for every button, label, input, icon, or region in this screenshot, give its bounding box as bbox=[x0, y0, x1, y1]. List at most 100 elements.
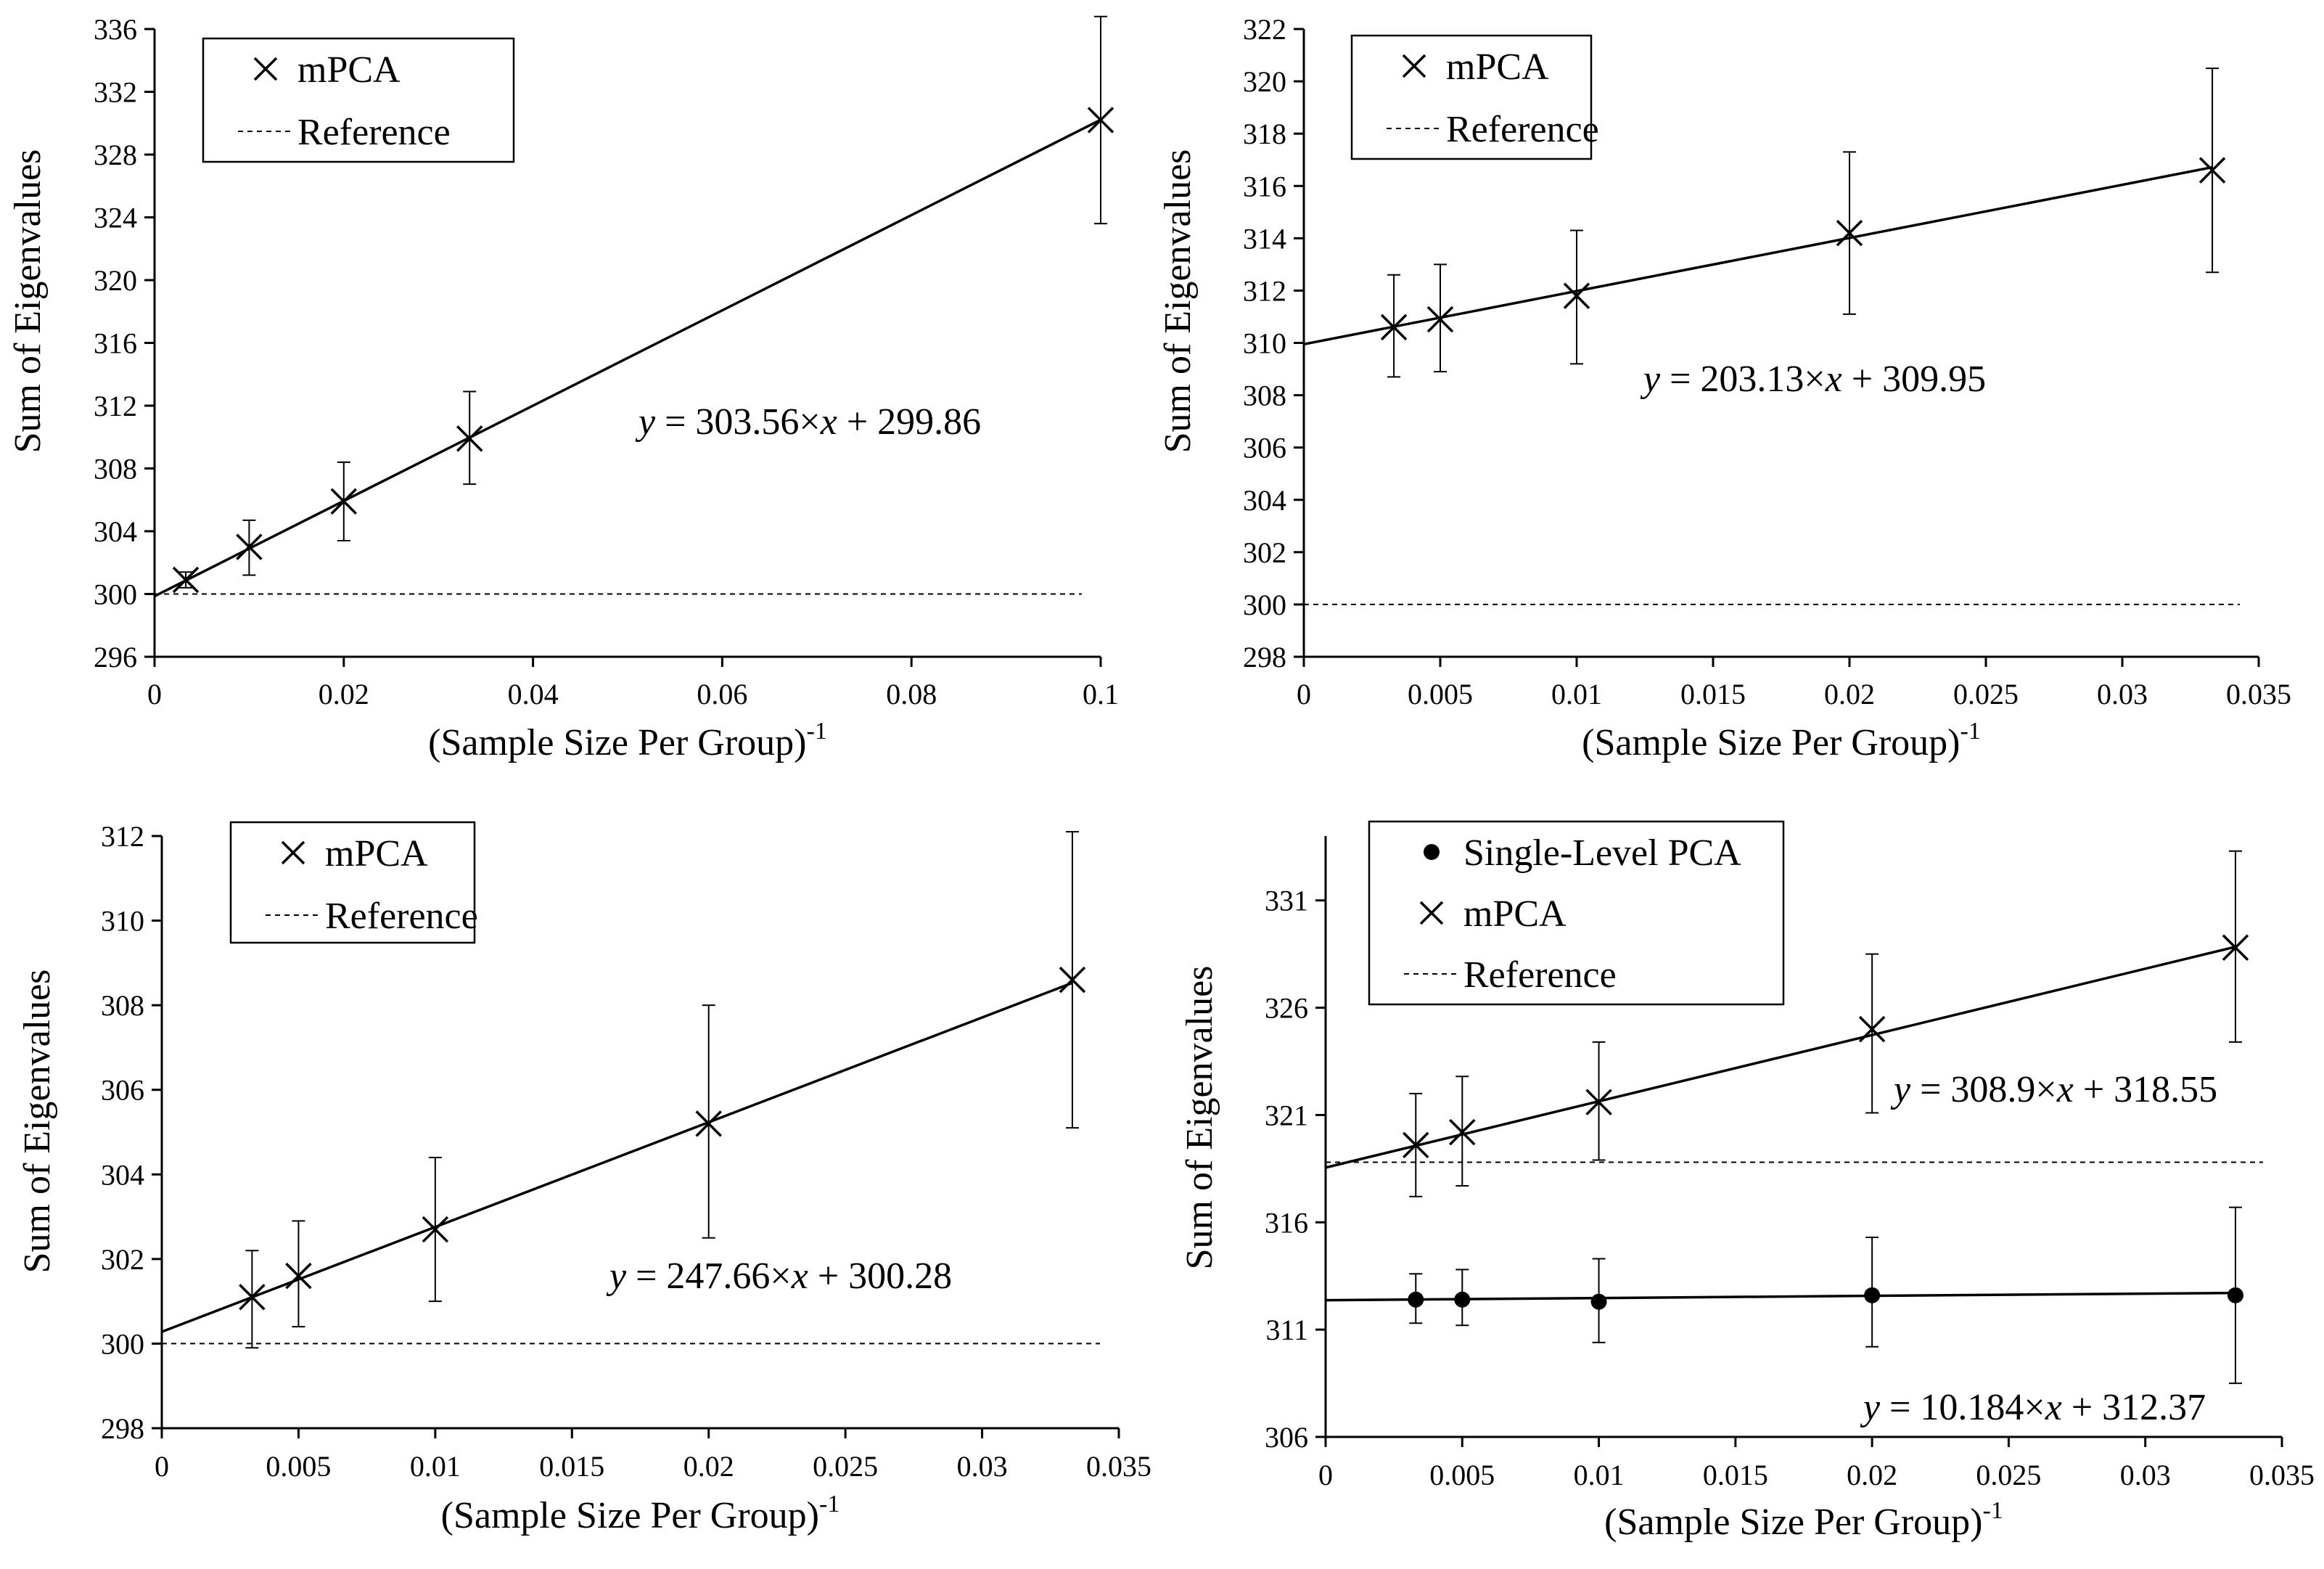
legend-label: Reference bbox=[1446, 109, 1599, 150]
x-tick-label: 0.02 bbox=[683, 1450, 734, 1483]
x-tick-label: 0 bbox=[155, 1450, 169, 1483]
marker-stroke bbox=[1059, 966, 1086, 994]
x-tick-label: 0.005 bbox=[1408, 678, 1473, 710]
fit-line bbox=[1325, 945, 2236, 1169]
legend-x-marker bbox=[1402, 54, 1426, 78]
y-axis-label: Sum of Eigenvalues bbox=[7, 149, 49, 454]
x-tick-label: 0.01 bbox=[410, 1450, 461, 1483]
x-axis-label-text: (Sample Size Per Group) bbox=[1604, 1502, 1982, 1543]
y-tick-label: 304 bbox=[101, 1158, 144, 1191]
equation-var: x bbox=[820, 401, 837, 443]
series-single-level-pca: y = 10.184×x + 312.37 bbox=[1325, 1206, 2243, 1428]
y-tick-label: 306 bbox=[101, 1074, 144, 1107]
fit-equation-label: y = 247.66×x + 300.28 bbox=[606, 1255, 952, 1297]
chart-panel-4: 306 311 316 321 326 331 0 0.005 0.01 0.015 0.02 0.0… bbox=[1179, 820, 2315, 1543]
data-point-x-marker bbox=[1059, 966, 1086, 994]
y-tick-label: 320 bbox=[94, 264, 137, 297]
y-tick-label: 298 bbox=[101, 1412, 144, 1445]
x-tick-label: 0.035 bbox=[1086, 1450, 1151, 1483]
data-point-x-marker bbox=[285, 1262, 312, 1290]
legend-label: Reference bbox=[1463, 954, 1617, 996]
data-point-x-marker bbox=[456, 425, 483, 452]
fit-line bbox=[1325, 1291, 2235, 1302]
equation-rhs: + 318.55 bbox=[2074, 1069, 2217, 1110]
x-tick-label: 0.025 bbox=[813, 1450, 878, 1483]
equation-var: x bbox=[2045, 1387, 2062, 1428]
x-tick-label: 0.03 bbox=[957, 1450, 1008, 1483]
y-tick-label: 326 bbox=[1265, 992, 1308, 1025]
data-point-x-marker bbox=[1426, 306, 1454, 333]
equation-lhs: y bbox=[1860, 1387, 1881, 1428]
data-point-dot-marker bbox=[1454, 1291, 1471, 1308]
y-tick-label: 310 bbox=[101, 905, 144, 938]
data-point-x-marker bbox=[695, 1110, 722, 1137]
equation-var: x bbox=[791, 1255, 808, 1297]
y-tick-label: 318 bbox=[1243, 118, 1286, 150]
x-axis-label-text: (Sample Size Per Group) bbox=[428, 722, 806, 763]
marker-stroke bbox=[1836, 219, 1863, 247]
x-axis-label: (Sample Size Per Group)-1 bbox=[428, 718, 827, 763]
equation-rhs: + 299.86 bbox=[837, 401, 981, 443]
equation-lhs: y bbox=[606, 1255, 627, 1297]
x-tick-label: 0 bbox=[1318, 1459, 1333, 1491]
marker-stroke bbox=[1087, 107, 1114, 134]
marker-stroke bbox=[1402, 54, 1426, 78]
y-tick-label: 324 bbox=[94, 202, 137, 234]
x-tick-label: 0.1 bbox=[1083, 678, 1119, 710]
y-tick-label: 332 bbox=[94, 76, 137, 109]
x-tick-label: 0 bbox=[147, 678, 162, 710]
legend-box bbox=[229, 821, 476, 944]
x-axis-label-text: (Sample Size Per Group) bbox=[1582, 722, 1960, 763]
x-axis-label: (Sample Size Per Group)-1 bbox=[1604, 1497, 2003, 1543]
y-tick-label: 302 bbox=[1243, 536, 1286, 569]
data-point-x-marker bbox=[1403, 1131, 1429, 1159]
legend-label: mPCA bbox=[1463, 893, 1567, 935]
data-point-x-marker bbox=[2222, 934, 2249, 962]
marker-stroke bbox=[2222, 934, 2249, 962]
series-mpca: y = 303.56×x + 299.86 bbox=[154, 15, 1114, 598]
data-point-x-marker bbox=[1836, 219, 1863, 247]
legend-label: mPCA bbox=[325, 833, 428, 874]
data-point-x-marker bbox=[2198, 157, 2226, 184]
y-tick-label: 312 bbox=[101, 820, 144, 853]
fit-equation-label: y = 308.9×x + 318.55 bbox=[1890, 1069, 2217, 1110]
x-tick-label: 0.015 bbox=[1703, 1459, 1768, 1491]
x-tick-label: 0.035 bbox=[2226, 678, 2291, 710]
legend: mPCA Reference bbox=[1350, 34, 1599, 160]
y-tick-label: 331 bbox=[1265, 885, 1308, 917]
marker-stroke bbox=[1380, 314, 1408, 341]
y-tick-label: 320 bbox=[1243, 65, 1286, 98]
legend: mPCA Reference bbox=[202, 37, 515, 163]
legend-label: mPCA bbox=[1446, 46, 1549, 88]
y-tick-label: 312 bbox=[1243, 274, 1286, 307]
y-tick-label: 311 bbox=[1265, 1314, 1308, 1346]
equation-lhs: y bbox=[1890, 1069, 1911, 1110]
data-point-x-marker bbox=[422, 1216, 449, 1243]
x-tick-label: 0.02 bbox=[1824, 678, 1875, 710]
y-tick-label: 296 bbox=[94, 641, 137, 673]
data-point-x-marker bbox=[1563, 282, 1590, 309]
y-tick-label: 304 bbox=[94, 515, 137, 548]
legend-label: Single-Level PCA bbox=[1463, 832, 1741, 874]
series-mpca: y = 203.13×x + 309.95 bbox=[1303, 67, 2226, 400]
x-tick-label: 0.03 bbox=[2097, 678, 2148, 710]
data-point-dot-marker bbox=[1408, 1291, 1424, 1308]
fit-equation-label: y = 303.56×x + 299.86 bbox=[635, 401, 981, 443]
y-axis-label: Sum of Eigenvalues bbox=[1157, 149, 1199, 454]
x-tick-label: 0.08 bbox=[886, 678, 937, 710]
y-tick-label: 328 bbox=[94, 139, 137, 171]
x-tick-label: 0.03 bbox=[2120, 1459, 2171, 1491]
data-point-x-marker bbox=[1087, 107, 1114, 134]
x-tick-label: 0.01 bbox=[1551, 678, 1602, 710]
data-point-x-marker bbox=[1858, 1015, 1886, 1043]
equation-lhs: y bbox=[635, 401, 656, 443]
equation-rhs: + 309.95 bbox=[1842, 359, 1986, 400]
fit-equation-label: y = 10.184×x + 312.37 bbox=[1860, 1387, 2206, 1428]
series-mpca: y = 247.66×x + 300.28 bbox=[161, 831, 1086, 1349]
x-tick-label: 0.06 bbox=[697, 678, 747, 710]
y-tick-label: 300 bbox=[94, 578, 137, 611]
marker-stroke bbox=[253, 57, 278, 81]
chart-panel-2: 298 300 302 304 306 308 310 312 314 316 318 320 322 0… bbox=[1157, 13, 2291, 763]
marker-stroke bbox=[239, 1284, 266, 1311]
y-tick-label: 304 bbox=[1243, 484, 1286, 517]
